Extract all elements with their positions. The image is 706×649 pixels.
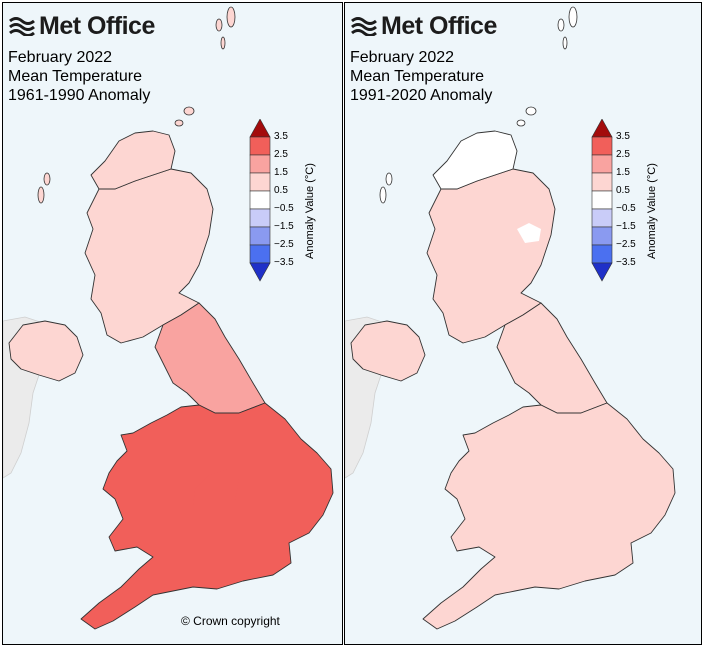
island	[174, 119, 184, 127]
region-scotland-north	[432, 130, 518, 190]
colorbar-tick-label: −3.5	[274, 257, 294, 268]
region-midlands-hotspot	[535, 469, 581, 517]
map-title: February 2022 Mean Temperature 1961-1990…	[8, 48, 150, 105]
met-office-logo: Met Office	[9, 11, 155, 41]
island	[516, 119, 526, 127]
colorbar-tick-label: 2.5	[274, 149, 288, 160]
title-line-2: Mean Temperature	[350, 68, 484, 85]
colorbar-tick-label: 2.5	[616, 149, 630, 160]
map-panel-1961-1990: Met Office February 2022 Mean Temperatur…	[2, 2, 343, 645]
island	[379, 186, 387, 204]
colorbar-swatch	[591, 172, 613, 192]
colorbar-swatch	[249, 208, 271, 228]
colorbar-max-arrow	[591, 119, 613, 138]
island	[220, 36, 226, 50]
colorbar-swatch	[591, 208, 613, 228]
copyright-text: © Crown copyright	[181, 614, 280, 628]
wave-logo-icon	[9, 17, 35, 36]
region-midlands-hotspot	[193, 469, 239, 517]
colorbar-swatch	[249, 226, 271, 246]
uk-temperature-anomaly-map	[345, 6, 676, 630]
island	[183, 106, 195, 116]
colorbar-swatches	[249, 119, 271, 282]
colorbar-min-arrow	[249, 262, 271, 282]
island	[562, 36, 568, 50]
map-title: February 2022 Mean Temperature 1991-2020…	[350, 48, 492, 105]
island	[37, 186, 45, 204]
title-line-3: 1991-2020 Anomaly	[350, 87, 493, 104]
uk-regions	[350, 6, 676, 630]
colorbar-max-arrow	[249, 119, 271, 138]
colorbar-tick-label: 1.5	[274, 167, 288, 178]
colorbar-tick-label: −2.5	[274, 239, 294, 250]
colorbar-tick-label: −1.5	[616, 221, 636, 232]
title-line-1: February 2022	[350, 49, 455, 66]
region-northern-ireland	[350, 320, 426, 382]
title-line-1: February 2022	[8, 49, 113, 66]
island	[385, 172, 393, 186]
colorbar-tick-label: 3.5	[274, 131, 288, 142]
colorbar-swatch	[249, 136, 271, 156]
island	[525, 106, 537, 116]
island	[43, 172, 51, 186]
brand-name: Met Office	[39, 11, 155, 40]
colorbar-swatch	[249, 190, 271, 210]
region-scotland-east-high	[517, 223, 541, 243]
colorbar-swatch	[591, 244, 613, 264]
colorbar-swatch	[591, 154, 613, 174]
colorbar-tick-label: 0.5	[616, 185, 630, 196]
colorbar-swatches	[591, 119, 613, 282]
colorbar-axis-label: Anomaly Value (°C)	[304, 163, 316, 259]
region-scotland-north	[90, 130, 176, 190]
region-northern-ireland	[8, 320, 84, 382]
colorbar-tick-label: 0.5	[274, 185, 288, 196]
colorbar-tick-label: −2.5	[616, 239, 636, 250]
island	[568, 6, 578, 28]
island	[557, 18, 565, 32]
island	[226, 6, 236, 28]
colorbar-swatch	[249, 154, 271, 174]
colorbar-tick-label: −0.5	[616, 203, 636, 214]
colorbar-swatch	[591, 190, 613, 210]
colorbar-tick-label: −3.5	[616, 257, 636, 268]
colorbar-swatch	[591, 226, 613, 246]
colorbar-axis-label: Anomaly Value (°C)	[646, 163, 658, 259]
colorbar-swatch	[249, 244, 271, 264]
colorbar-tick-label: −0.5	[274, 203, 294, 214]
colorbar-tick-label: −1.5	[274, 221, 294, 232]
title-line-2: Mean Temperature	[8, 68, 142, 85]
uk-temperature-anomaly-map	[3, 6, 334, 630]
colorbar-tick-label: 3.5	[616, 131, 630, 142]
island	[215, 18, 223, 32]
met-office-logo: Met Office	[351, 11, 497, 41]
brand-name: Met Office	[381, 11, 497, 40]
colorbar-tick-label: 1.5	[616, 167, 630, 178]
colorbar-swatch	[249, 172, 271, 192]
colorbar-min-arrow	[591, 262, 613, 282]
colorbar-swatch	[591, 136, 613, 156]
region-scotland-east-high	[175, 223, 199, 243]
wave-logo-icon	[351, 17, 377, 36]
uk-regions	[8, 6, 334, 630]
map-panel-1991-2020: Met Office February 2022 Mean Temperatur…	[344, 2, 702, 645]
title-line-3: 1961-1990 Anomaly	[8, 87, 151, 104]
